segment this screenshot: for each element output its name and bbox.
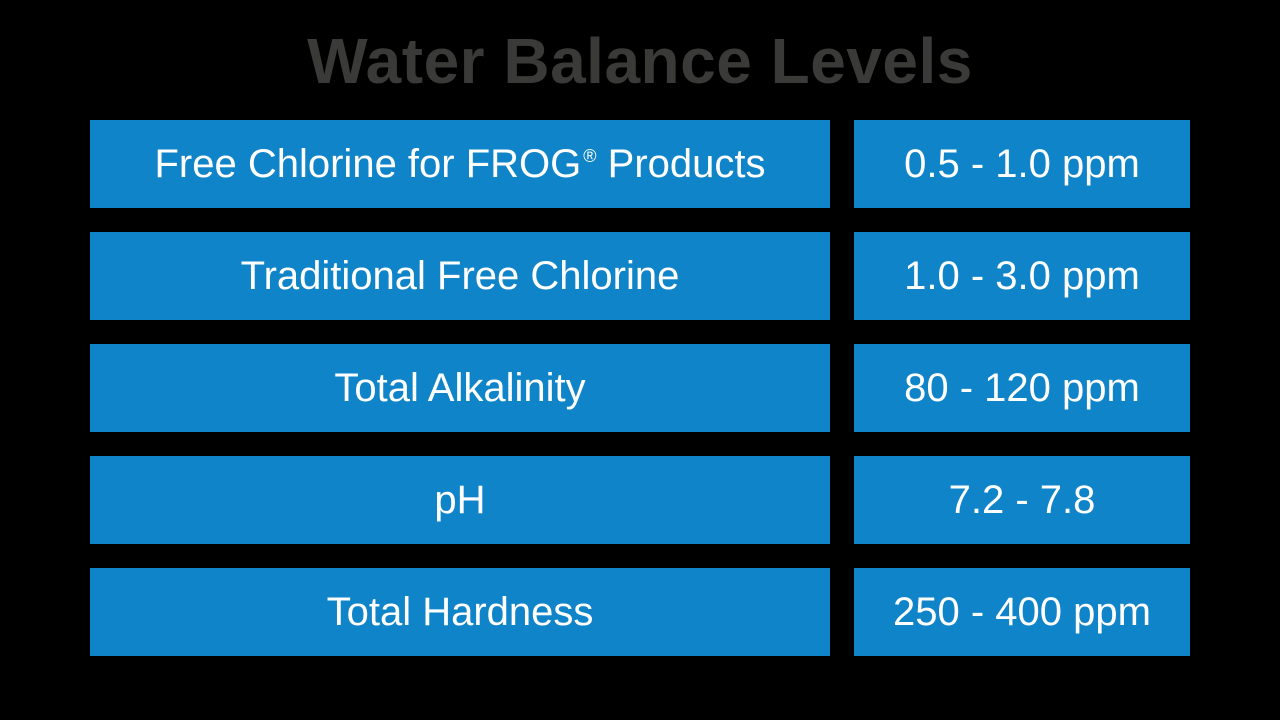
- registered-symbol: ®: [583, 146, 596, 166]
- row-label: Traditional Free Chlorine: [90, 232, 830, 320]
- table-row: Total Alkalinity 80 - 120 ppm: [90, 344, 1190, 432]
- row-label-pre: Free Chlorine for FROG: [154, 142, 581, 186]
- row-label: Total Hardness: [90, 568, 830, 656]
- table-row: Free Chlorine for FROG® Products 0.5 - 1…: [90, 120, 1190, 208]
- row-value: 1.0 - 3.0 ppm: [854, 232, 1190, 320]
- table-row: pH 7.2 - 7.8: [90, 456, 1190, 544]
- row-value: 7.2 - 7.8: [854, 456, 1190, 544]
- row-label: Total Alkalinity: [90, 344, 830, 432]
- page-title: Water Balance Levels: [307, 24, 973, 98]
- water-balance-table: Free Chlorine for FROG® Products 0.5 - 1…: [90, 120, 1190, 656]
- table-row: Traditional Free Chlorine 1.0 - 3.0 ppm: [90, 232, 1190, 320]
- table-row: Total Hardness 250 - 400 ppm: [90, 568, 1190, 656]
- row-label: pH: [90, 456, 830, 544]
- row-label: Free Chlorine for FROG® Products: [90, 120, 830, 208]
- row-label-post: Products: [597, 142, 766, 186]
- row-value: 0.5 - 1.0 ppm: [854, 120, 1190, 208]
- row-value: 250 - 400 ppm: [854, 568, 1190, 656]
- row-value: 80 - 120 ppm: [854, 344, 1190, 432]
